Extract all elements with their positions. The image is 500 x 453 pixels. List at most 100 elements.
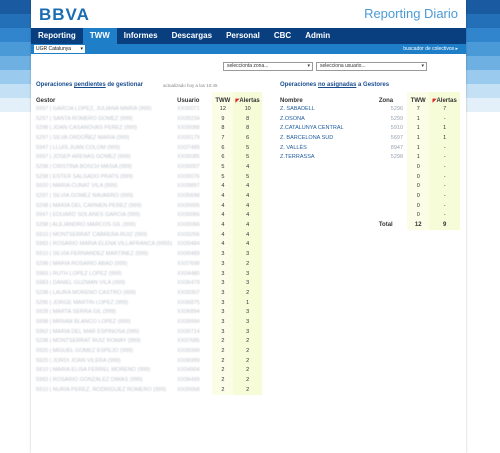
no-asignadas-link[interactable]: no asignadas: [318, 82, 357, 88]
table-row[interactable]: 5910 | NURIA PEREZ, RODRIGUEZ ROMERO (99…: [36, 384, 262, 395]
zona-name[interactable]: [280, 191, 379, 201]
tab-admin[interactable]: Admin: [305, 31, 331, 40]
col-zona[interactable]: Zona: [378, 98, 394, 104]
zona-name[interactable]: [280, 172, 379, 182]
gestor-name[interactable]: 5297 | SILVA ORDOÑEZ MARIA (999): [36, 134, 130, 141]
table-row[interactable]: 5998 | MIRIAM BLANCO LOPEZ (999) XX09994 3…: [36, 317, 262, 327]
unit-select[interactable]: UGR Catalunya: [34, 45, 86, 53]
gestor-name[interactable]: 5298 | MONTSERRAT RUIZ ROMAY (999): [36, 338, 141, 345]
col-alertas[interactable]: ◤Alertas: [429, 92, 460, 104]
table-row[interactable]: 5920 | MIGUEL GOMEZ ESPEJO (999) XX06999 2…: [36, 346, 262, 356]
gestor-name[interactable]: 5947 | EDUARD SOLANES GARCIA (999): [36, 212, 141, 219]
gestor-name[interactable]: 5298 | ALEJANDRO MARCOS GIL (999): [36, 222, 136, 229]
table-row[interactable]: 5298 | LAURA MORENO CASTRO (999) XX00307 3…: [36, 288, 262, 298]
table-row[interactable]: 0-: [280, 200, 460, 211]
table-row[interactable]: 5983 | ROSARIO MARIA ELENA VILLAFRANCA (…: [36, 239, 262, 250]
table-row[interactable]: 5298 | ESTER SALGADO PRATS (999) XX00076 5…: [36, 171, 262, 182]
table-row[interactable]: 5997 | JOSEP ARENAS GOMEZ (999) XX06085 6 5: [36, 152, 262, 163]
table-row[interactable]: 0-: [280, 171, 460, 182]
gestor-name[interactable]: 5298 | JOAN CASANOVAS PEREZ (999): [36, 125, 137, 132]
table-row[interactable]: 0-: [280, 210, 460, 221]
zona-name[interactable]: Z. BARCELONA SUD: [280, 134, 334, 141]
table-row[interactable]: 5298 | MONTSERRAT RUIZ ROMAY (999) XX0768…: [36, 336, 262, 347]
table-row[interactable]: 5910 | SILVIA FERNANDEZ MARTINEZ (999) XX…: [36, 249, 262, 259]
table-row[interactable]: 5920 | MARIA CUNAT VILA (999) XX09897 4 4: [36, 181, 262, 192]
gestor-name[interactable]: 5998 | MIRIAM BLANCO LOPEZ (999): [36, 318, 131, 325]
gestor-name[interactable]: 5298 | ESTER SALGADO PRATS (999): [36, 173, 134, 180]
zona-name[interactable]: Z. VALLÈS: [280, 144, 307, 151]
table-row[interactable]: Z. SABADELL 5296 7 7: [280, 104, 460, 114]
gestor-name[interactable]: 5920 | MARIA CUNAT VILA (999): [36, 183, 118, 190]
zona-name[interactable]: Z. SABADELL: [280, 105, 315, 112]
gestor-name[interactable]: 5997 | JOSEP ARENAS GOMEZ (999): [36, 154, 131, 161]
gestor-name[interactable]: 5920 | JORDI JOAN VILERA (999): [36, 357, 121, 364]
gestor-name[interactable]: 5298 | MARIA DEL CARMEN PEREZ (999): [36, 202, 142, 209]
zona-name[interactable]: Z.OSONA: [280, 115, 305, 122]
table-row[interactable]: 5947 | EDUARD SOLANES GARCIA (999) XX0006…: [36, 210, 262, 221]
gestor-name[interactable]: 5297 | SILVIA GOMEZ NAVARRO (999): [36, 193, 134, 200]
table-row[interactable]: 5983 | DANIEL GUZMAN VILA (999) XX06479 3 3: [36, 278, 262, 289]
table-row[interactable]: 5962 | MARIA DEL MAR ESPINOSA (999) XX007…: [36, 326, 262, 337]
table-row[interactable]: 5295 | JORGE MARTIN LOPEZ (999) XX06875 3 1: [36, 297, 262, 308]
zona-name[interactable]: Z.CATALUNYA CENTRAL: [280, 125, 344, 132]
gestor-name[interactable]: 5962 | MARIA DEL MAR ESPINOSA (999): [36, 328, 140, 335]
gestor-name[interactable]: 5298 | MARIA ROSARIO ABAD (999): [36, 260, 128, 267]
gestor-name[interactable]: 5983 | ROSARIO GONZALEZ DIMAS (999): [36, 377, 143, 384]
table-row[interactable]: 5297 | SILVA ORDOÑEZ MARIA (999) XX00179 7…: [36, 133, 262, 143]
table-row[interactable]: 5983 | ROSARIO GONZALEZ DIMAS (999) XX064…: [36, 375, 262, 385]
col-alertas[interactable]: ◤Alertas: [233, 92, 262, 104]
table-row[interactable]: Z.CATALUNYA CENTRAL 5910 1 1: [280, 123, 460, 134]
gestor-name[interactable]: 5910 | MONTSERRAT CABRERA RUIZ (999): [36, 231, 148, 238]
table-row[interactable]: 5920 | JORDI JOAN VILERA (999) XX06999 2 2: [36, 355, 262, 366]
gestor-name[interactable]: 5928 | MARTA SERRA GIL (999): [36, 309, 116, 316]
table-row[interactable]: 5298 | ALEJANDRO MARCOS GIL (999) XX00066…: [36, 220, 262, 230]
col-gestor[interactable]: Gestor: [36, 98, 56, 104]
gestor-name[interactable]: 5997 | GARCIA LOPEZ, JULIANA MARIA (999): [36, 105, 152, 112]
pendientes-link[interactable]: pendientes: [74, 82, 106, 88]
gestor-name[interactable]: 5947 | LLUIS JUAN COLOM (999): [36, 144, 120, 151]
col-usuario[interactable]: Usuario: [177, 98, 200, 104]
tab-reporting[interactable]: Reporting: [38, 31, 76, 40]
table-row[interactable]: Z.TERRASSA 5298 1-: [280, 152, 460, 163]
table-row[interactable]: 5910 | MARIA ELISA FERREL MORENO (999) XX…: [36, 365, 262, 376]
table-row[interactable]: 5297 | SANTA ROMERO GOMEZ (999) XX09234 9 8: [36, 113, 262, 124]
tab-informes[interactable]: Informes: [123, 31, 158, 40]
gestor-name[interactable]: 5910 | NURIA PEREZ, RODRIGUEZ ROMERO (99…: [36, 386, 167, 393]
gestor-name[interactable]: 5297 | SANTA ROMERO GOMEZ (999): [36, 115, 133, 122]
gestor-name[interactable]: 5983 | ROSARIO MARIA ELENA VILLAFRANCA (…: [36, 241, 173, 248]
gestor-name[interactable]: 5910 | MARIA ELISA FERREL MORENO (999): [36, 367, 151, 374]
gestor-name[interactable]: 5295 | JORGE MARTIN LOPEZ (999): [36, 299, 129, 306]
gestor-name[interactable]: 5910 | SILVIA FERNANDEZ MARTINEZ (999): [36, 251, 149, 258]
tab-tww[interactable]: TWW: [82, 28, 117, 44]
gestor-name[interactable]: 5983 | DANIEL GUZMAN VILA (999): [36, 280, 126, 287]
tab-descargas[interactable]: Descargas: [171, 31, 213, 40]
table-row[interactable]: 0-: [280, 181, 460, 192]
table-row[interactable]: 5298 | CRISTINA BOSCH MASIA (999) XX00007…: [36, 162, 262, 172]
table-row[interactable]: Z.OSONA 5299 1-: [280, 113, 460, 124]
table-row[interactable]: 5297 | SILVIA GOMEZ NAVARRO (999) XX05698…: [36, 191, 262, 201]
col-tww[interactable]: TWW: [212, 92, 234, 104]
table-row[interactable]: 5298 | JOAN CASANOVAS PEREZ (999) XX00088…: [36, 123, 262, 134]
zona-name[interactable]: [280, 201, 379, 211]
gestor-name[interactable]: 5298 | LAURA MORENO CASTRO (999): [36, 289, 136, 296]
tab-personal[interactable]: Personal: [226, 31, 260, 40]
zona-name[interactable]: [280, 211, 379, 221]
zona-name[interactable]: Z.TERRASSA: [280, 154, 315, 161]
table-row[interactable]: 0-: [280, 162, 460, 172]
table-row[interactable]: 5298 | MARIA DEL CARMEN PEREZ (999) XX000…: [36, 200, 262, 211]
table-row[interactable]: 5910 | MONTSERRAT CABRERA RUIZ (999) XX03…: [36, 229, 262, 240]
zona-name[interactable]: [280, 162, 379, 172]
tab-cbc[interactable]: CBC: [273, 31, 292, 40]
gestor-name[interactable]: 5920 | MIGUEL GOMEZ ESPEJO (999): [36, 348, 133, 355]
table-row[interactable]: Z. BARCELONA SUD 5697 1 1: [280, 133, 460, 143]
table-row[interactable]: 0-: [280, 191, 460, 201]
table-row[interactable]: 5947 | LLUIS JUAN COLOM (999) XX07489 6 5: [36, 142, 262, 153]
col-tww[interactable]: TWW: [407, 92, 430, 104]
zona-select[interactable]: seleccionta zona...: [223, 62, 313, 71]
gestor-name[interactable]: 5983 | RUTH LOPEZ LOPEZ (999): [36, 270, 122, 277]
col-nombre[interactable]: Nombre: [280, 98, 303, 104]
gestor-name[interactable]: 5298 | CRISTINA BOSCH MASIA (999): [36, 163, 132, 170]
table-row[interactable]: 5983 | RUTH LOPEZ LOPEZ (999) XX04480 3 3: [36, 268, 262, 279]
table-row[interactable]: Z. VALLÈS 8947 1-: [280, 142, 460, 153]
table-row[interactable]: 5298 | MARIA ROSARIO ABAD (999) XX07698 3 2: [36, 259, 262, 269]
